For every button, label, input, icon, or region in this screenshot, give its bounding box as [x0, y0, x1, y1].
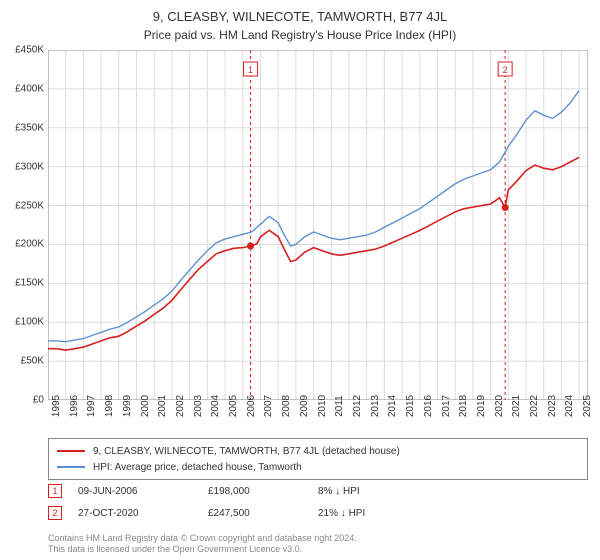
footer-line2: This data is licensed under the Open Gov…: [48, 544, 357, 556]
x-tick-label: 2025: [582, 395, 593, 417]
x-tick-label: 1999: [122, 395, 133, 417]
x-tick-label: 2004: [210, 395, 221, 417]
marker-delta: 21% ↓ HPI: [318, 508, 418, 519]
legend-label-property: 9, CLEASBY, WILNECOTE, TAMWORTH, B77 4JL…: [93, 446, 400, 457]
legend-item-property: 9, CLEASBY, WILNECOTE, TAMWORTH, B77 4JL…: [57, 443, 579, 459]
y-tick-label: £300K: [4, 161, 44, 172]
x-tick-label: 2023: [547, 395, 558, 417]
x-tick-label: 2022: [529, 395, 540, 417]
x-tick-label: 2013: [370, 395, 381, 417]
y-tick-label: £350K: [4, 122, 44, 133]
x-tick-label: 1995: [51, 395, 62, 417]
x-tick-label: 2020: [494, 395, 505, 417]
y-tick-label: £250K: [4, 200, 44, 211]
marker-flag: 1: [244, 62, 258, 76]
marker-price: £198,000: [208, 486, 318, 497]
x-tick-label: 2011: [334, 395, 345, 417]
x-tick-label: 2019: [476, 395, 487, 417]
x-tick-label: 2002: [175, 395, 186, 417]
y-tick-label: £100K: [4, 317, 44, 328]
y-tick-label: £0: [4, 395, 44, 406]
legend-swatch-hpi: [57, 466, 85, 468]
y-tick-label: £450K: [4, 45, 44, 56]
x-tick-label: 2012: [352, 395, 363, 417]
svg-text:2: 2: [503, 65, 508, 75]
x-tick-label: 2006: [246, 395, 257, 417]
x-tick-label: 2017: [441, 395, 452, 417]
x-tick-label: 2005: [228, 395, 239, 417]
legend-item-hpi: HPI: Average price, detached house, Tamw…: [57, 459, 579, 475]
marker-date: 27-OCT-2020: [78, 508, 208, 519]
x-tick-label: 2021: [511, 395, 522, 417]
marker-number-box: 2: [48, 506, 62, 520]
marker-row: 2 27-OCT-2020£247,50021% ↓ HPI: [48, 506, 418, 520]
x-tick-label: 2016: [423, 395, 434, 417]
x-tick-label: 2008: [281, 395, 292, 417]
marker-price: £247,500: [208, 508, 318, 519]
marker-point: [247, 243, 254, 250]
x-tick-label: 2003: [193, 395, 204, 417]
marker-row: 1 09-JUN-2006£198,0008% ↓ HPI: [48, 484, 418, 498]
marker-point: [502, 204, 509, 211]
x-tick-label: 2000: [140, 395, 151, 417]
chart-subtitle: Price paid vs. HM Land Registry's House …: [0, 26, 600, 42]
legend-swatch-property: [57, 450, 85, 452]
x-tick-label: 2010: [317, 395, 328, 417]
x-tick-label: 2024: [564, 395, 575, 417]
x-tick-label: 2001: [157, 395, 168, 417]
chart-svg: 12: [48, 50, 588, 400]
x-tick-label: 2009: [299, 395, 310, 417]
footer-attribution: Contains HM Land Registry data © Crown c…: [48, 533, 357, 556]
x-tick-label: 1997: [86, 395, 97, 417]
x-tick-label: 1996: [69, 395, 80, 417]
y-tick-label: £150K: [4, 278, 44, 289]
marker-date: 09-JUN-2006: [78, 486, 208, 497]
legend-label-hpi: HPI: Average price, detached house, Tamw…: [93, 462, 302, 473]
marker-number-box: 1: [48, 484, 62, 498]
y-tick-label: £50K: [4, 356, 44, 367]
x-tick-label: 2007: [263, 395, 274, 417]
y-tick-label: £400K: [4, 83, 44, 94]
x-tick-label: 1998: [104, 395, 115, 417]
x-tick-label: 2014: [387, 395, 398, 417]
svg-text:1: 1: [248, 65, 253, 75]
marker-flag: 2: [498, 62, 512, 76]
y-tick-label: £200K: [4, 239, 44, 250]
legend: 9, CLEASBY, WILNECOTE, TAMWORTH, B77 4JL…: [48, 438, 588, 480]
x-tick-label: 2015: [405, 395, 416, 417]
chart-title: 9, CLEASBY, WILNECOTE, TAMWORTH, B77 4JL: [0, 0, 600, 26]
marker-delta: 8% ↓ HPI: [318, 486, 418, 497]
x-tick-label: 2018: [458, 395, 469, 417]
chart-plot-area: 12: [48, 50, 588, 400]
footer-line1: Contains HM Land Registry data © Crown c…: [48, 533, 357, 545]
